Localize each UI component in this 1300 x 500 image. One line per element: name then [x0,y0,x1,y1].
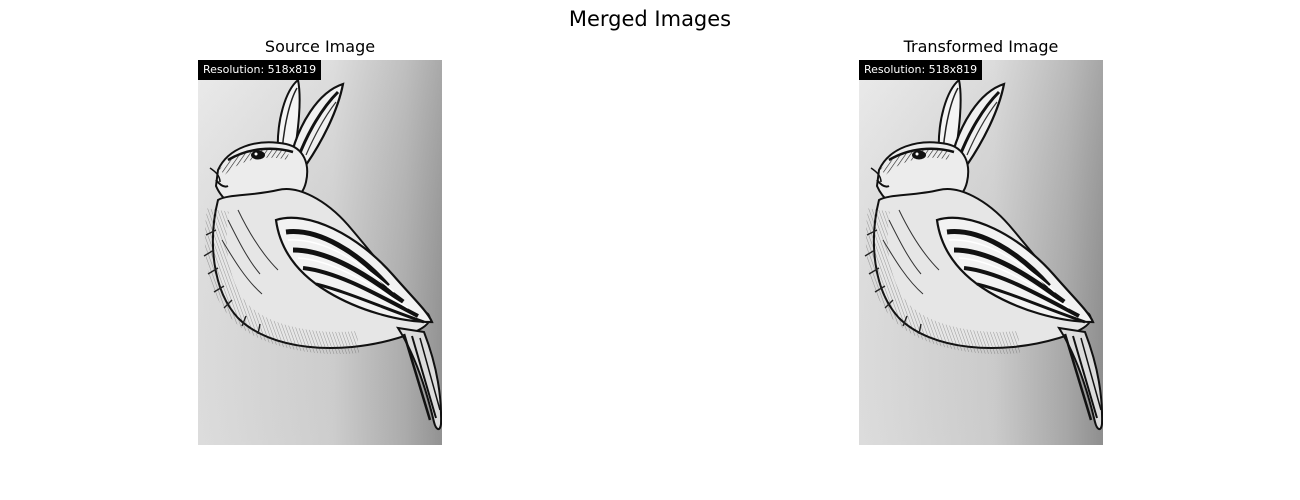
figure-title: Merged Images [568,7,732,31]
source-image-title: Source Image [264,37,376,56]
hare-bird-sketch-image [859,60,1103,445]
transformed-resolution-badge: Resolution: 518x819 [859,60,983,80]
source-image-panel: Source Image [198,36,442,446]
hare-bird-sketch-image [198,60,442,445]
transformed-image [859,60,1103,445]
source-image [198,60,442,445]
transformed-image-title: Transformed Image [903,37,1059,56]
source-resolution-badge: Resolution: 518x819 [198,60,322,80]
transformed-image-panel: Transformed Image [859,36,1103,446]
